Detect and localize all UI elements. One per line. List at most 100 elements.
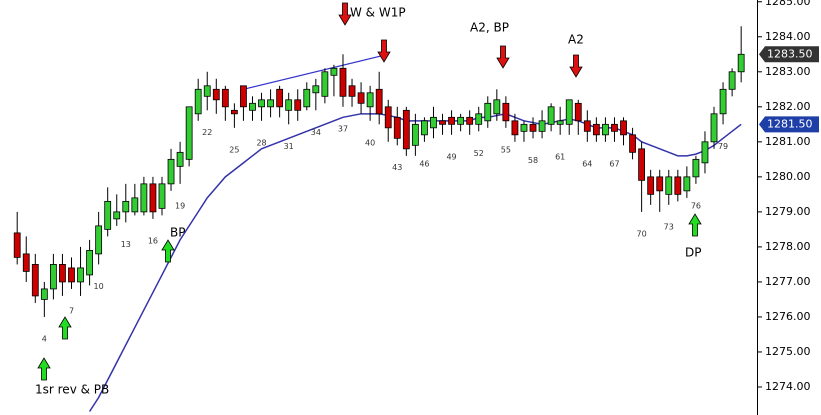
candle-body [574, 102, 582, 122]
annotation: A2 [568, 33, 584, 47]
candle-body [176, 151, 184, 167]
bar-number-label: 28 [256, 138, 266, 147]
bar-number-label: 70 [637, 229, 647, 238]
bar-number-label: 64 [582, 159, 592, 168]
candle-body [402, 109, 410, 150]
bar-number-label: 43 [392, 163, 402, 172]
candle-body [366, 92, 374, 108]
bar-number-label: 31 [284, 142, 294, 151]
candle-body [276, 88, 284, 108]
y-tick-label: 1282.00 [765, 100, 811, 113]
signal-arrow [161, 239, 175, 263]
bar-number-label: 61 [555, 152, 565, 161]
candle-body [728, 71, 736, 90]
bar-number-label: 55 [501, 145, 511, 154]
y-tick-label: 1280.00 [765, 170, 811, 183]
candle-body [520, 123, 528, 132]
bar-number-label: 52 [474, 149, 484, 158]
y-tick-label: 1278.00 [765, 240, 811, 253]
bar-number-label: 37 [338, 124, 348, 133]
signal-arrow [37, 357, 51, 381]
candle-body [131, 197, 139, 213]
candle-body [683, 176, 691, 192]
candle-body [620, 120, 627, 136]
price-marker [759, 46, 819, 63]
candle-body [556, 120, 564, 125]
candle-body [466, 116, 474, 125]
bar-number-label: 10 [94, 282, 104, 291]
candle-body [439, 120, 446, 125]
annotation: A2, BP [470, 21, 509, 35]
candle-body [484, 102, 492, 122]
signal-arrow [338, 2, 352, 26]
candle-body [565, 99, 573, 125]
candle-body [511, 120, 519, 136]
candle-body [321, 71, 329, 97]
bar-number-label: 49 [446, 152, 456, 161]
bar-number-label: 25 [229, 145, 239, 154]
candle-body [240, 85, 247, 108]
candle-body [68, 267, 75, 283]
bar-number-label: 40 [365, 138, 375, 147]
bar-number-label: 34 [311, 128, 321, 137]
y-tick-label: 1285.00 [765, 0, 811, 8]
candle-body [719, 88, 727, 115]
candle-body [167, 158, 175, 185]
candle-body [638, 148, 646, 181]
annotation: DP [685, 246, 701, 260]
bar-number-label: 76 [691, 201, 701, 210]
bar-number-label: 7 [69, 306, 74, 315]
candle-body [611, 123, 618, 132]
y-tick-label: 1279.00 [765, 205, 811, 218]
candle-body [692, 158, 700, 178]
candle-body [375, 88, 383, 115]
candle-body [665, 176, 673, 195]
price-marker [759, 116, 819, 133]
bar-number-label: 13 [121, 240, 131, 249]
y-tick-label: 1274.00 [765, 380, 811, 393]
candle-body [647, 176, 655, 195]
candle-body [674, 176, 682, 195]
candle-body [59, 264, 66, 283]
candle-body [592, 123, 600, 136]
y-tick-label: 1277.00 [765, 275, 811, 288]
annotation: W & W1P [350, 6, 406, 20]
candle-body [330, 67, 338, 76]
candle-body [312, 85, 320, 94]
candle-body [384, 106, 392, 129]
candle-body [656, 176, 664, 192]
candle-body [13, 232, 21, 258]
candle-body [629, 134, 636, 153]
candle-body [701, 141, 709, 164]
candle-body [357, 92, 365, 104]
signal-arrow [496, 45, 510, 69]
candle-body [475, 113, 483, 125]
candle-body [602, 123, 609, 136]
bar-number-label: 4 [42, 334, 47, 343]
candle-body [421, 120, 428, 136]
annotation: 1sr rev & PB [35, 383, 109, 397]
bar-number-label: 16 [148, 236, 158, 245]
candle-body [285, 99, 293, 111]
candle-body [149, 183, 157, 213]
candle-body [448, 116, 455, 125]
candle-body [40, 288, 48, 300]
price-marker-label: 1281.50 [767, 117, 813, 130]
y-tick-label: 1284.00 [765, 30, 811, 43]
signal-arrow [688, 213, 702, 237]
candle-body [49, 264, 57, 290]
candle-body [221, 88, 229, 108]
candle-body [529, 123, 537, 132]
candle-body [140, 183, 148, 213]
candle-body [22, 253, 30, 272]
bar-number-label: 79 [718, 142, 728, 151]
signal-arrow [569, 54, 583, 78]
signal-arrow [58, 316, 72, 340]
y-tick-label: 1276.00 [765, 310, 811, 323]
candle-body [203, 85, 211, 97]
trend-line [243, 53, 389, 90]
signal-arrow [377, 39, 391, 63]
candle-body [339, 67, 347, 97]
bar-number-label: 22 [202, 128, 212, 137]
